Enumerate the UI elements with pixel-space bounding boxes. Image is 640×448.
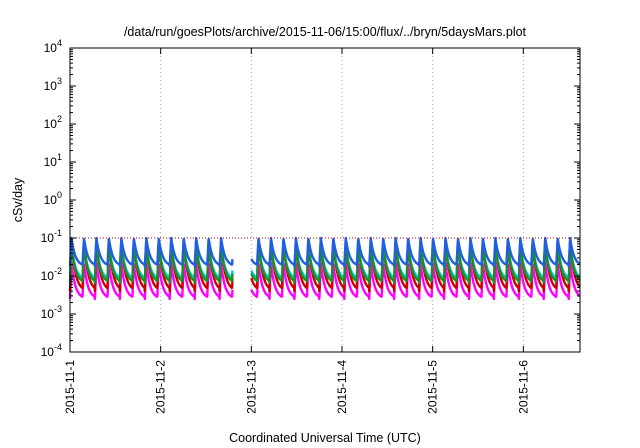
x-axis-title: Coordinated Universal Time (UTC) [229, 431, 421, 445]
series-line-3 [68, 244, 234, 285]
y-axis-title: cSv/day [11, 177, 25, 222]
grid [160, 48, 524, 352]
y-tick-exponent: 2 [57, 114, 62, 124]
y-tick-base: 10 [44, 41, 58, 55]
x-tick-label: 2015-11-5 [426, 360, 440, 414]
x-tick-label: 2015-11-2 [154, 360, 168, 414]
y-tick-base: 10 [44, 117, 58, 131]
y-tick-label: 100 [44, 190, 62, 207]
y-tick-exponent: 3 [57, 76, 62, 86]
y-tick-base: 10 [44, 155, 58, 169]
y-tick-label: 10-3 [41, 304, 62, 321]
y-tick-exponent: -4 [54, 342, 62, 352]
y-tick-base: 10 [41, 307, 55, 321]
y-tick-exponent: -2 [54, 266, 62, 276]
y-tick-base: 10 [44, 193, 58, 207]
y-tick-label: 10-1 [41, 228, 62, 245]
y-tick-base: 10 [41, 345, 55, 359]
y-tick-base: 10 [41, 269, 55, 283]
x-tick-label: 2015-11-3 [244, 360, 258, 414]
y-tick-base: 10 [41, 231, 55, 245]
y-tick-exponent: -3 [54, 304, 62, 314]
series-line-0 [68, 261, 234, 301]
series-layer [68, 236, 581, 301]
series-line-0 [250, 261, 581, 301]
y-tick-base: 10 [44, 79, 58, 93]
y-tick-label: 104 [44, 38, 62, 55]
x-tick-label: 2015-11-4 [335, 360, 349, 414]
y-tick-label: 101 [44, 152, 62, 169]
chart-title: /data/run/goesPlots/archive/2015-11-06/1… [124, 25, 527, 39]
y-tick-exponent: -1 [54, 228, 62, 238]
y-tick-label: 10-2 [41, 266, 62, 283]
series-line-1 [250, 238, 581, 293]
x-tick-label: 2015-11-1 [63, 360, 77, 414]
series-line-4 [250, 236, 581, 268]
y-tick-exponent: 4 [57, 38, 62, 48]
x-axis: 2015-11-1 2015-11-2 2015-11-3 2015-11-4 2015… [63, 48, 530, 414]
y-tick-label: 102 [44, 114, 62, 131]
y-tick-exponent: 0 [57, 190, 62, 200]
series-line-4 [68, 236, 234, 268]
x-tick-label: 2015-11-6 [516, 360, 530, 414]
y-tick-label: 103 [44, 76, 62, 93]
series-line-3 [250, 244, 581, 285]
y-tick-label: 10-4 [41, 342, 62, 359]
y-tick-exponent: 1 [57, 152, 62, 162]
plot-frame [69, 47, 581, 353]
